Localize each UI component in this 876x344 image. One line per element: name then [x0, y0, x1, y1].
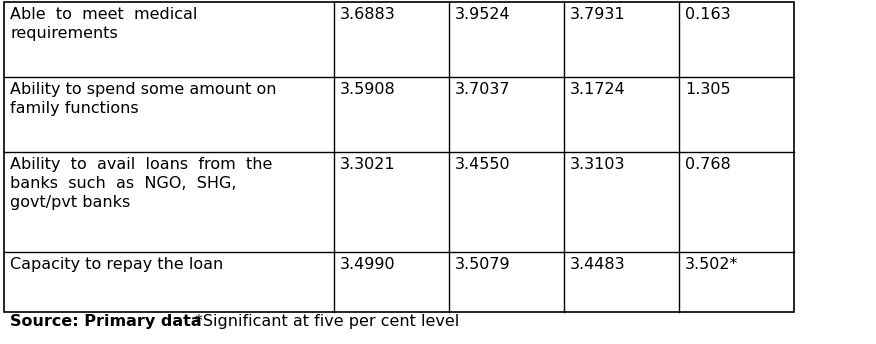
Text: Ability  to  avail  loans  from  the
banks  such  as  NGO,  SHG,
govt/pvt banks: Ability to avail loans from the banks su… [10, 157, 272, 211]
Text: 3.5079: 3.5079 [455, 257, 511, 272]
Text: Able  to  meet  medical
requirements: Able to meet medical requirements [10, 7, 197, 41]
Text: 3.7037: 3.7037 [455, 82, 511, 97]
Text: 3.3103: 3.3103 [570, 157, 625, 172]
Text: 3.9524: 3.9524 [455, 7, 511, 22]
Text: Capacity to repay the loan: Capacity to repay the loan [10, 257, 223, 272]
Text: 3.3021: 3.3021 [340, 157, 396, 172]
Text: *Significant at five per cent level: *Significant at five per cent level [195, 314, 459, 329]
Text: 3.1724: 3.1724 [570, 82, 625, 97]
Text: Source: Primary data: Source: Primary data [10, 314, 201, 329]
Text: 3.4990: 3.4990 [340, 257, 396, 272]
Text: 3.4483: 3.4483 [570, 257, 625, 272]
Text: 3.7931: 3.7931 [570, 7, 625, 22]
Text: 0.768: 0.768 [685, 157, 731, 172]
Text: 3.6883: 3.6883 [340, 7, 396, 22]
Text: 3.4550: 3.4550 [455, 157, 511, 172]
Text: 3.502*: 3.502* [685, 257, 738, 272]
Text: 0.163: 0.163 [685, 7, 731, 22]
Text: 3.5908: 3.5908 [340, 82, 396, 97]
Text: Ability to spend some amount on
family functions: Ability to spend some amount on family f… [10, 82, 277, 116]
Text: 1.305: 1.305 [685, 82, 731, 97]
